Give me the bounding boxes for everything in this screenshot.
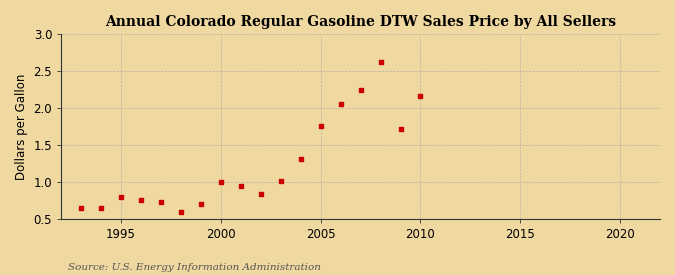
Point (215, 180, 226, 184)
Point (136, 198, 146, 202)
Point (115, 195, 126, 200)
Point (76, 205, 86, 210)
Point (296, 157, 306, 161)
Point (196, 202, 207, 206)
Point (315, 123, 326, 128)
Text: Source: U.S. Energy Information Administration: Source: U.S. Energy Information Administ… (68, 263, 321, 272)
Point (255, 191, 266, 196)
Point (275, 179, 286, 183)
Y-axis label: Dollars per Gallon: Dollars per Gallon (15, 73, 28, 180)
Point (156, 200, 167, 204)
Point (395, 126, 406, 131)
Title: Annual Colorado Regular Gasoline DTW Sales Price by All Sellers: Annual Colorado Regular Gasoline DTW Sal… (105, 15, 616, 29)
Point (176, 210, 186, 214)
Point (236, 183, 246, 188)
Point (335, 101, 346, 106)
Point (375, 59, 386, 64)
Point (96, 205, 107, 210)
Point (355, 87, 366, 92)
Point (415, 94, 426, 98)
